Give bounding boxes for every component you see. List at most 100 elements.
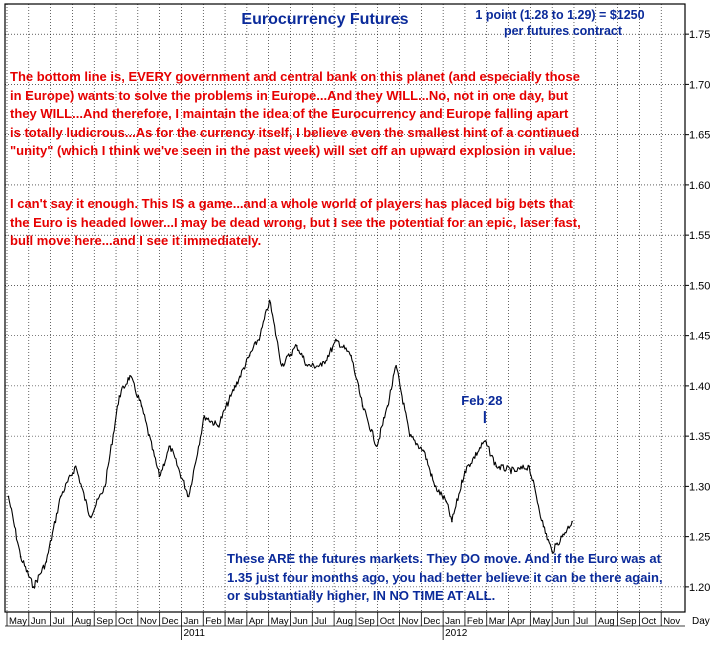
series-point [335, 339, 338, 342]
series-point [158, 475, 161, 478]
series-point [230, 395, 232, 397]
series-point [571, 520, 573, 523]
series-point [464, 470, 466, 473]
series-point [361, 405, 364, 407]
series-point [514, 470, 516, 473]
series-point [386, 405, 389, 407]
x-month-label: Aug [598, 616, 615, 627]
series-point [7, 495, 10, 498]
y-tick-label: 1.35 [689, 431, 710, 443]
series-point [295, 344, 298, 347]
y-axis: 1.20 1.25 1.30 1.35 1.40 1.45 1.50 1.55 1.60 1.65… [685, 29, 710, 594]
annotations: Feb 28 [461, 393, 502, 424]
x-month-label: Oct [118, 616, 133, 627]
x-month-label: Feb [467, 616, 483, 627]
x-month-label: Aug [336, 616, 353, 627]
chart-title: Eurocurrency Futures [241, 11, 408, 28]
series-point [217, 425, 219, 427]
series-point [118, 395, 121, 397]
series-point [423, 450, 425, 453]
x-month-label: Mar [227, 616, 243, 627]
series-point [451, 520, 453, 523]
series-point [104, 485, 106, 488]
x-month-label: Nov [663, 616, 680, 627]
y-tick-label: 1.65 [689, 130, 710, 142]
series-point [129, 375, 131, 377]
series-point [542, 525, 545, 528]
series-point [187, 495, 190, 498]
y-tick-label: 1.25 [689, 532, 710, 544]
x-month-label: Dec [162, 616, 179, 627]
series-point [32, 586, 35, 588]
x-month-label: Feb [205, 616, 221, 627]
x-month-label: Mar [489, 616, 505, 627]
x-month-label: Sep [358, 616, 375, 627]
x-month-label: Sep [620, 616, 637, 627]
plot-frame [4, 3, 686, 613]
x-month-label: Aug [74, 616, 91, 627]
chart-subtitle-line-1: 1 point (1.28 to 1.29) = $1250 [475, 8, 644, 22]
series-point [408, 435, 411, 437]
y-tick-label: 1.75 [689, 29, 710, 41]
x-month-label: Oct [380, 616, 395, 627]
y-tick-label: 1.45 [689, 331, 710, 343]
y-tick-label: 1.50 [689, 280, 710, 292]
x-month-label: Apr [511, 616, 526, 627]
series-point [19, 555, 22, 558]
x-month-label: Nov [140, 616, 157, 627]
x-month-label: Sep [96, 616, 113, 627]
series-point [203, 415, 206, 417]
series-point [528, 465, 531, 468]
series-point [551, 550, 553, 553]
series-point [59, 495, 62, 498]
y-tick-label: 1.55 [689, 230, 710, 242]
x-month-label: Jun [31, 616, 46, 627]
x-month-label: Jan [445, 616, 460, 627]
x-month-label: Jan [183, 616, 198, 627]
series-point [306, 364, 309, 367]
x-month-label: Nov [402, 616, 419, 627]
series-point [169, 445, 171, 447]
series-point [45, 560, 48, 563]
series-point [320, 364, 323, 367]
commentary-paragraph-3: These ARE the futures markets. They DO m… [227, 551, 663, 604]
x-month-label: Jun [292, 616, 307, 627]
y-tick-label: 1.70 [689, 79, 710, 91]
x-axis: May Jun Jul Aug Sep Oct Nov Dec Jan Feb Mar Apr May J… [5, 612, 710, 640]
series-point [74, 465, 77, 468]
series-point [433, 485, 436, 488]
x-month-label: Jul [53, 616, 65, 627]
commentary-paragraph-2: I can't say it enough. This IS a game...… [10, 196, 581, 249]
x-month-label: Apr [249, 616, 264, 627]
y-tick-label: 1.20 [689, 582, 710, 594]
x-month-label: Jul [314, 616, 326, 627]
x-month-label: May [9, 616, 27, 627]
commentary-paragraph-1: The bottom line is, EVERY government and… [10, 69, 580, 159]
series-point [350, 354, 352, 357]
y-tick-label: 1.60 [689, 180, 710, 192]
series-point [395, 364, 397, 367]
series-layer [7, 299, 573, 589]
series-point [89, 515, 91, 518]
series-point [140, 405, 143, 407]
series-point [280, 364, 283, 367]
annotation-label: Feb 28 [461, 393, 502, 408]
y-tick-label: 1.30 [689, 481, 710, 493]
x-month-label: May [532, 616, 550, 627]
series-point [495, 465, 498, 468]
series-line [7, 299, 573, 589]
series-point [484, 440, 486, 442]
chart-subtitle-line-2: per futures contract [504, 24, 623, 38]
x-axis-unit-label: Day [692, 616, 710, 627]
series-point [268, 299, 271, 302]
x-month-label: May [271, 616, 289, 627]
x-month-label: Jul [576, 616, 588, 627]
series-point [259, 334, 262, 337]
x-year-label: 2011 [183, 628, 205, 639]
y-tick-label: 1.40 [689, 381, 710, 393]
x-month-label: Oct [641, 616, 656, 627]
series-point [376, 445, 378, 447]
